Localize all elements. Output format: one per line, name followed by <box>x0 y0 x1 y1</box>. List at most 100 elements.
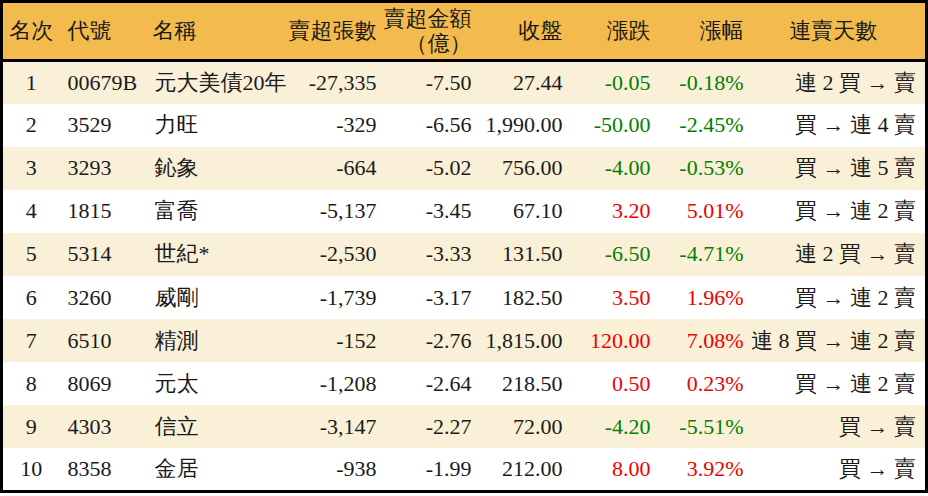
cell-sell-lots: -3,147 <box>288 405 384 448</box>
cell-streak: 連 2 買 → 賣 <box>751 233 927 276</box>
cell-change: -50.00 <box>570 104 658 147</box>
cell-sell-amount: -2.76 <box>384 319 479 362</box>
cell-rank: 6 <box>2 276 60 319</box>
cell-change-pct: 3.92% <box>658 448 751 491</box>
cell-change-pct: 5.01% <box>658 190 751 233</box>
cell-name: 世紀* <box>145 233 288 276</box>
cell-change: 3.20 <box>570 190 658 233</box>
cell-sell-lots: -1,208 <box>288 362 384 405</box>
cell-change: 8.00 <box>570 448 658 491</box>
cell-streak: 連 2 買 → 賣 <box>751 61 927 104</box>
cell-sell-lots: -1,739 <box>288 276 384 319</box>
table-row: 76510精測-152-2.761,815.00120.007.08%連 8 買… <box>2 319 927 362</box>
cell-change: -0.05 <box>570 61 658 104</box>
cell-change: -4.20 <box>570 405 658 448</box>
col-header-rank: 名次 <box>2 2 60 61</box>
cell-streak: 買 → 連 5 賣 <box>751 147 927 190</box>
cell-close: 1,815.00 <box>479 319 570 362</box>
cell-name: 信立 <box>145 405 288 448</box>
cell-sell-lots: -152 <box>288 319 384 362</box>
cell-sell-amount: -7.50 <box>384 61 479 104</box>
cell-rank: 5 <box>2 233 60 276</box>
col-header-sell-amount: 賣超金額 （億） <box>384 2 479 61</box>
cell-close: 182.50 <box>479 276 570 319</box>
table-row: 88069元太-1,208-2.64218.500.500.23%買 → 連 2… <box>2 362 927 405</box>
cell-close: 67.10 <box>479 190 570 233</box>
col-header-sell-amount-line2: （億） <box>384 31 472 56</box>
table-row: 55314世紀*-2,530-3.33131.50-6.50-4.71%連 2 … <box>2 233 927 276</box>
cell-change-pct: 0.23% <box>658 362 751 405</box>
cell-sell-lots: -938 <box>288 448 384 491</box>
cell-change: -4.00 <box>570 147 658 190</box>
cell-rank: 7 <box>2 319 60 362</box>
table-row: 23529力旺-329-6.561,990.00-50.00-2.45%買 → … <box>2 104 927 147</box>
cell-sell-lots: -664 <box>288 147 384 190</box>
cell-close: 1,990.00 <box>479 104 570 147</box>
cell-rank: 3 <box>2 147 60 190</box>
cell-streak: 買 → 賣 <box>751 405 927 448</box>
cell-name: 元大美債20年 <box>145 61 288 104</box>
cell-sell-lots: -329 <box>288 104 384 147</box>
table-row: 41815富喬-5,137-3.4567.103.205.01%買 → 連 2 … <box>2 190 927 233</box>
cell-rank: 4 <box>2 190 60 233</box>
col-header-name: 名稱 <box>145 2 288 61</box>
sell-over-ranking-table: 名次 代號 名稱 賣超張數 賣超金額 （億） 收盤 漲跌 漲幅 連賣天數 100… <box>0 0 928 496</box>
table-row: 63260威剛-1,739-3.17182.503.501.96%買 → 連 2… <box>2 276 927 319</box>
col-header-change: 漲跌 <box>570 2 658 61</box>
cell-close: 212.00 <box>479 448 570 491</box>
cell-streak: 連 8 買 → 連 2 賣 <box>751 319 927 362</box>
table-row: 33293鈊象-664-5.02756.00-4.00-0.53%買 → 連 5… <box>2 147 927 190</box>
col-header-close: 收盤 <box>479 2 570 61</box>
cell-code: 3260 <box>60 276 145 319</box>
cell-rank: 2 <box>2 104 60 147</box>
col-header-sell-lots: 賣超張數 <box>288 2 384 61</box>
table-row: 108358金居-938-1.99212.008.003.92%買 → 賣 <box>2 448 927 491</box>
cell-streak: 買 → 連 2 賣 <box>751 190 927 233</box>
cell-name: 金居 <box>145 448 288 491</box>
col-header-sell-amount-line1: 賣超金額 <box>384 6 472 31</box>
cell-close: 131.50 <box>479 233 570 276</box>
cell-code: 4303 <box>60 405 145 448</box>
cell-sell-lots: -5,137 <box>288 190 384 233</box>
cell-code: 8358 <box>60 448 145 491</box>
cell-name: 元太 <box>145 362 288 405</box>
cell-sell-amount: -6.56 <box>384 104 479 147</box>
cell-change: 0.50 <box>570 362 658 405</box>
cell-close: 27.44 <box>479 61 570 104</box>
cell-streak: 買 → 連 2 賣 <box>751 276 927 319</box>
cell-streak: 買 → 連 2 賣 <box>751 362 927 405</box>
cell-name: 力旺 <box>145 104 288 147</box>
cell-change-pct: -0.18% <box>658 61 751 104</box>
cell-name: 富喬 <box>145 190 288 233</box>
col-header-streak: 連賣天數 <box>751 2 927 61</box>
cell-close: 218.50 <box>479 362 570 405</box>
cell-rank: 8 <box>2 362 60 405</box>
col-header-code: 代號 <box>60 2 145 61</box>
cell-change-pct: 7.08% <box>658 319 751 362</box>
table-row: 94303信立-3,147-2.2772.00-4.20-5.51%買 → 賣 <box>2 405 927 448</box>
cell-code: 6510 <box>60 319 145 362</box>
cell-streak: 買 → 連 4 賣 <box>751 104 927 147</box>
cell-sell-amount: -3.17 <box>384 276 479 319</box>
cell-change-pct: -2.45% <box>658 104 751 147</box>
cell-name: 鈊象 <box>145 147 288 190</box>
cell-change: 120.00 <box>570 319 658 362</box>
cell-code: 3529 <box>60 104 145 147</box>
cell-change-pct: 1.96% <box>658 276 751 319</box>
cell-change: 3.50 <box>570 276 658 319</box>
cell-sell-amount: -2.64 <box>384 362 479 405</box>
cell-name: 威剛 <box>145 276 288 319</box>
table-row: 100679B元大美債20年-27,335-7.5027.44-0.05-0.1… <box>2 61 927 104</box>
cell-close: 72.00 <box>479 405 570 448</box>
header-row: 名次 代號 名稱 賣超張數 賣超金額 （億） 收盤 漲跌 漲幅 連賣天數 <box>2 2 927 61</box>
cell-code: 00679B <box>60 61 145 104</box>
cell-change-pct: -0.53% <box>658 147 751 190</box>
cell-code: 5314 <box>60 233 145 276</box>
cell-rank: 10 <box>2 448 60 491</box>
cell-streak: 買 → 賣 <box>751 448 927 491</box>
cell-sell-amount: -3.45 <box>384 190 479 233</box>
cell-sell-lots: -27,335 <box>288 61 384 104</box>
cell-sell-amount: -3.33 <box>384 233 479 276</box>
cell-sell-amount: -1.99 <box>384 448 479 491</box>
cell-name: 精測 <box>145 319 288 362</box>
